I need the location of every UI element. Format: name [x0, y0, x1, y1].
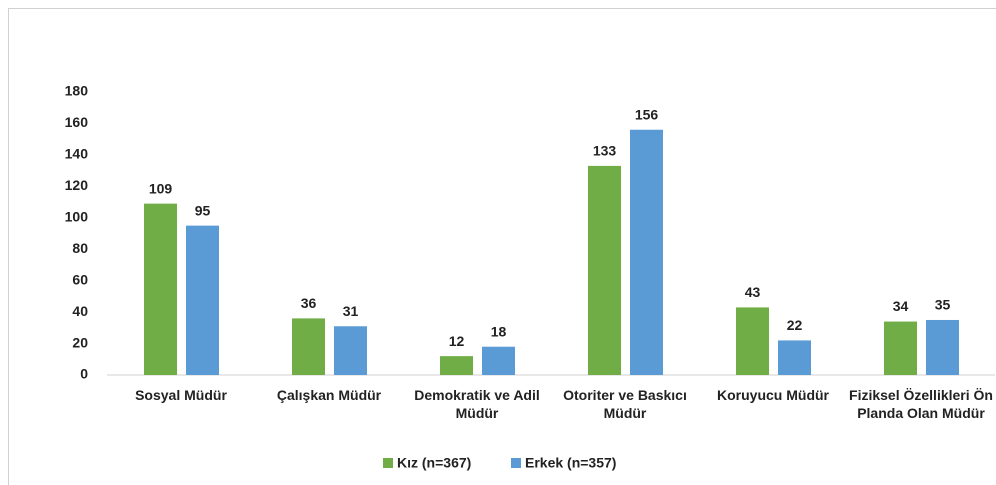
y-tick-label: 60: [72, 271, 88, 287]
bar: [144, 203, 177, 375]
y-tick-label: 140: [65, 146, 89, 162]
data-label: 22: [787, 317, 803, 333]
y-tick-label: 40: [72, 303, 88, 319]
x-tick-label: Fiziksel Özellikleri Ön Planda Olan Müdü…: [849, 387, 993, 421]
legend-label: Erkek (n=357): [525, 455, 616, 471]
data-label: 35: [935, 297, 951, 313]
data-label: 36: [301, 295, 317, 311]
data-label: 133: [593, 143, 617, 159]
bar: [588, 165, 621, 375]
data-label: 31: [343, 303, 359, 319]
bar: [482, 346, 515, 375]
bar: [778, 340, 811, 375]
bar: [440, 356, 473, 375]
y-tick-label: 180: [65, 83, 89, 99]
bar: [736, 307, 769, 375]
y-tick-label: 80: [72, 240, 88, 256]
data-label: 12: [449, 333, 465, 349]
x-tick-label: Koruyucu Müdür: [717, 387, 829, 403]
y-tick-label: 20: [72, 334, 88, 350]
bar: [186, 225, 219, 375]
x-tick-label: Demokratik ve Adil Müdür: [414, 387, 540, 421]
x-tick-label: Çalışkan Müdür: [276, 387, 382, 403]
legend-label: Kız (n=367): [397, 455, 471, 471]
bar: [926, 319, 959, 375]
data-label: 34: [893, 298, 909, 314]
legend-swatch: [511, 458, 521, 468]
x-tick-label: Sosyal Müdür: [135, 387, 227, 403]
y-tick-label: 0: [80, 366, 88, 382]
data-label: 95: [195, 202, 211, 218]
x-tick-label: Otoriter ve Baskıcı Müdür: [563, 387, 687, 421]
y-tick-label: 120: [65, 177, 89, 193]
data-label: 18: [491, 323, 507, 339]
bar: [334, 326, 367, 375]
y-tick-label: 160: [65, 114, 89, 130]
bar: [292, 318, 325, 375]
bar: [630, 129, 663, 375]
data-label: 109: [149, 180, 173, 196]
data-label: 43: [745, 284, 761, 300]
data-label: 156: [635, 106, 659, 122]
bar: [884, 321, 917, 375]
frame: [8, 8, 996, 485]
y-tick-label: 100: [65, 208, 89, 224]
legend-swatch: [383, 458, 393, 468]
